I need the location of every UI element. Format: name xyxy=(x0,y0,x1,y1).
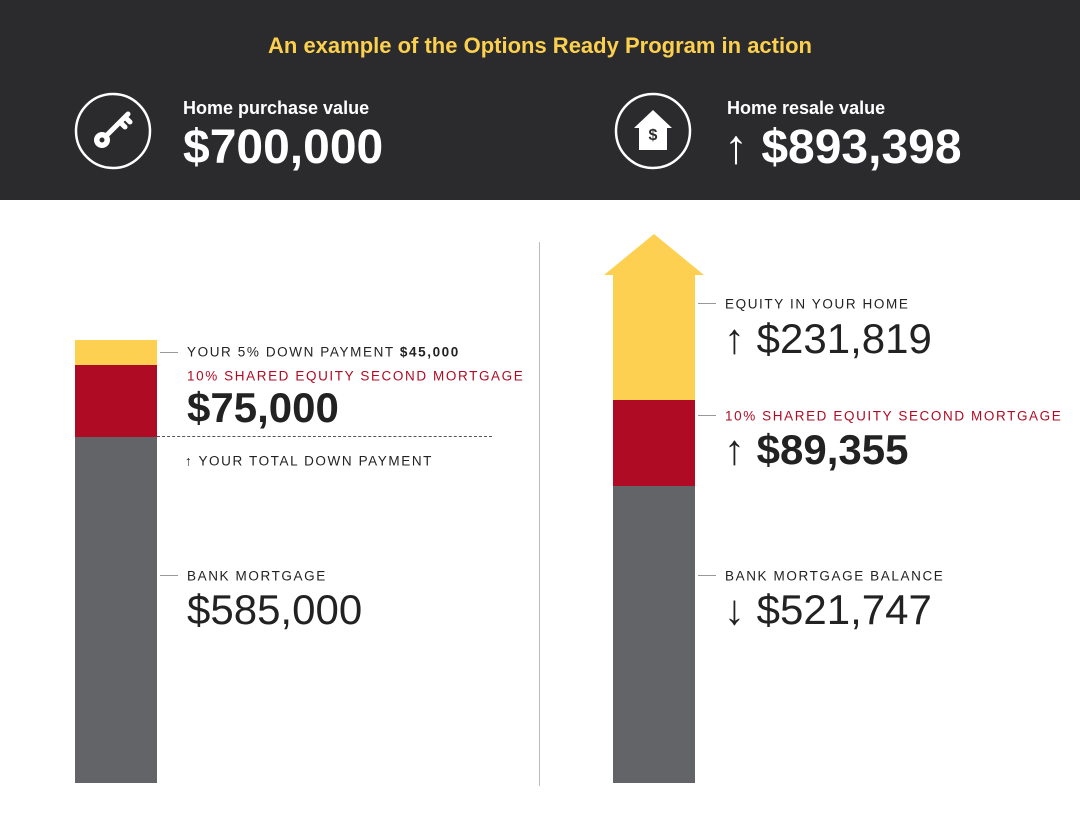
purchase-value: $700,000 xyxy=(183,121,384,174)
bank-mortgage-segment xyxy=(75,437,157,783)
bank-mortgage-label: BANK MORTGAGE xyxy=(187,568,327,584)
connector xyxy=(698,575,716,576)
down-payment-label: YOUR 5% DOWN PAYMENT xyxy=(187,344,395,360)
house-icon: $ xyxy=(614,92,692,170)
bank-balance-segment xyxy=(613,486,695,783)
bank-balance-label: BANK MORTGAGE BALANCE xyxy=(725,568,945,584)
down-payment-value: $45,000 xyxy=(399,344,460,360)
purchase-label: Home purchase value xyxy=(183,98,370,118)
connector xyxy=(698,415,716,416)
equity-arrow xyxy=(604,234,704,275)
connector xyxy=(698,303,716,304)
key-icon xyxy=(74,92,152,170)
resale-second-mortgage-value: ↑ $89,355 xyxy=(724,426,909,473)
down-payment: YOUR 5% DOWN PAYMENT $45,000 xyxy=(187,345,460,359)
title: An example of the Options Ready Program … xyxy=(268,33,812,58)
resale-value: ↑ $893,398 xyxy=(724,121,962,174)
divider xyxy=(539,242,540,786)
equity-label: EQUITY IN YOUR HOME xyxy=(725,296,910,312)
svg-text:$: $ xyxy=(649,127,658,144)
resale-second-mortgage-label: 10% SHARED EQUITY SECOND MORTGAGE xyxy=(725,408,1063,424)
header xyxy=(0,0,1080,200)
bank-balance-value: ↓ $521,747 xyxy=(724,586,932,633)
down-payment-segment xyxy=(75,340,157,365)
equity-value: ↑ $231,819 xyxy=(724,315,932,362)
second-mortgage-segment xyxy=(75,365,157,437)
connector xyxy=(160,575,178,576)
second-mortgage-label: 10% SHARED EQUITY SECOND MORTGAGE xyxy=(187,368,525,384)
second-mortgage-segment xyxy=(613,400,695,486)
connector xyxy=(160,352,178,353)
total-note: ↑ YOUR TOTAL DOWN PAYMENT xyxy=(185,453,434,469)
dashed-line xyxy=(157,436,492,437)
second-mortgage-value: $75,000 xyxy=(187,384,339,431)
bank-mortgage-value: $585,000 xyxy=(187,586,363,633)
equity-segment xyxy=(613,274,695,400)
resale-label: Home resale value xyxy=(727,98,886,118)
